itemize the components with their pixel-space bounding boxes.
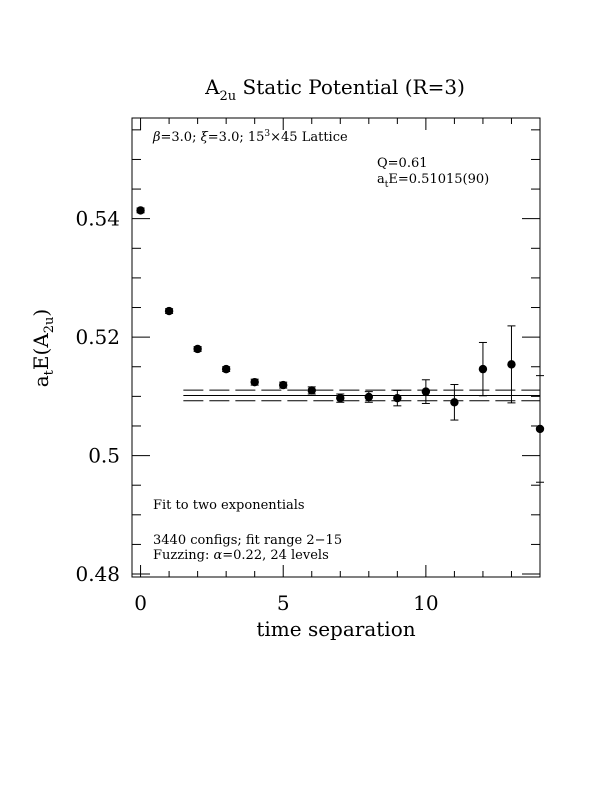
chart-title: A2u Static Potential (R=3) <box>204 75 465 104</box>
data-point <box>535 424 545 434</box>
y-tick-label: 0.48 <box>75 562 120 586</box>
fit-type-note: Fit to two exponentials <box>153 498 305 513</box>
plot-frame <box>131 117 541 578</box>
data-point <box>250 377 259 387</box>
data-point <box>336 393 345 403</box>
data-point <box>307 386 316 395</box>
y-tick-label: 0.54 <box>75 207 120 231</box>
data-point <box>478 364 488 374</box>
x-tick-label: 0 <box>134 591 147 615</box>
configs-note: 3440 configs; fit range 2−15 <box>153 533 342 548</box>
x-axis-label: time separation <box>256 617 415 641</box>
x-tick-labels: 0 5 10 <box>134 591 438 615</box>
title-main: A <box>204 75 220 99</box>
data-point <box>221 364 231 374</box>
y-tick-label: 0.52 <box>75 325 120 349</box>
data-point <box>364 392 374 402</box>
y-tick-label: 0.5 <box>88 444 120 468</box>
title-subscript: 2u <box>220 89 237 104</box>
data-point <box>164 306 174 316</box>
data-point <box>193 344 202 354</box>
axis-ticks <box>132 118 541 577</box>
data-point <box>507 360 516 369</box>
data-point <box>393 393 402 403</box>
data-points <box>136 206 545 434</box>
data-point <box>450 398 459 407</box>
title-rest: Static Potential (R=3) <box>236 75 465 99</box>
data-point <box>136 206 145 215</box>
data-point <box>421 387 431 396</box>
q-value: Q=0.61 <box>377 156 428 171</box>
y-tick-labels: 0.48 0.5 0.52 0.54 <box>75 207 120 586</box>
lattice-annotation: β=3.0; ξ=3.0; 153×45 Lattice <box>152 129 348 145</box>
energy-value: atE=0.51015(90) <box>377 172 489 190</box>
data-point <box>279 380 288 390</box>
x-tick-label: 10 <box>413 591 438 615</box>
fuzzing-note: Fuzzing: α=0.22, 24 levels <box>153 548 329 563</box>
y-axis-label: atE(A2u) <box>29 309 57 388</box>
x-tick-label: 5 <box>277 591 290 615</box>
